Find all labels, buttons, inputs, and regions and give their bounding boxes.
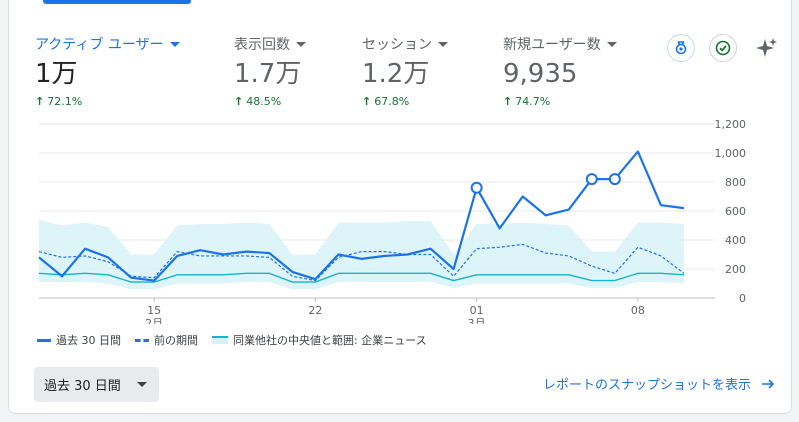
check-circle-icon[interactable] — [709, 34, 737, 62]
legend-swatch-band — [212, 336, 228, 344]
metric-change: ↑ 72.1% — [35, 95, 83, 108]
view-report-label: レポートのスナップショットを表示 — [542, 378, 751, 393]
series-line-current — [38, 150, 685, 282]
chart-legend: 過去 30 日間 前の期間 同業他社の中央値と範囲: 企業ニュース — [37, 332, 427, 348]
period-dropdown[interactable]: 過去 30 日間 — [34, 367, 159, 402]
y-tick-label: 200 — [725, 263, 746, 276]
x-tick-month-label: 2月 — [145, 317, 163, 324]
metric-label: 表示回数 — [234, 34, 306, 54]
y-tick-label: 0 — [739, 292, 746, 305]
chevron-down-icon — [606, 41, 617, 47]
metric-change: ↑ 67.8% — [362, 95, 410, 108]
y-tick-label: 600 — [725, 205, 746, 218]
y-tick-label: 1,000 — [715, 147, 747, 160]
arrow-right-icon — [762, 378, 775, 389]
legend-swatch-dashed — [135, 338, 149, 342]
metric-change: ↑ 48.5% — [234, 95, 282, 108]
metric-views[interactable]: 表示回数 1.7万 ↑ 48.5% — [234, 34, 306, 108]
active-tab-indicator — [43, 0, 191, 4]
legend-item-benchmark[interactable]: 同業他社の中央値と範囲: 企業ニュース — [212, 332, 427, 348]
metric-value: 1.2万 — [362, 59, 430, 89]
legend-item-current[interactable]: 過去 30 日間 — [37, 332, 121, 348]
metric-new-users[interactable]: 新規ユーザー数 9,935 ↑ 74.7% — [503, 34, 617, 108]
metric-sessions[interactable]: セッション 1.2万 ↑ 67.8% — [362, 34, 448, 108]
award-badge-icon[interactable] — [667, 34, 695, 62]
metric-value: 1.7万 — [234, 59, 302, 89]
arrow-up-icon: ↑ — [234, 95, 244, 108]
metric-value: 9,935 — [503, 59, 578, 89]
x-tick-label: 15 — [147, 304, 161, 317]
legend-swatch-solid — [37, 338, 51, 342]
benchmark-median-line — [38, 272, 685, 283]
chevron-down-icon — [136, 382, 147, 387]
metric-label: セッション — [362, 34, 448, 54]
y-tick-label: 1,200 — [715, 118, 747, 131]
period-dropdown-label: 過去 30 日間 — [44, 379, 121, 394]
chevron-down-icon — [296, 41, 306, 47]
x-tick-label: 22 — [308, 304, 322, 317]
view-report-link[interactable]: レポートのスナップショットを表示 — [543, 374, 775, 393]
y-tick-label: 800 — [725, 176, 746, 189]
metric-change: ↑ 74.7% — [503, 95, 551, 108]
overview-card: アクティブ ユーザー 1万 ↑ 72.1% 表示回数 1.7万 ↑ 48.5% セッ… — [8, 0, 792, 414]
x-tick-month-label: 3月 — [468, 317, 486, 324]
metric-label: 新規ユーザー数 — [503, 34, 617, 54]
data-point-marker — [470, 181, 483, 194]
metric-label: アクティブ ユーザー — [35, 34, 180, 54]
sparkle-icon[interactable] — [753, 34, 781, 62]
arrow-up-icon: ↑ — [503, 95, 513, 108]
benchmark-range-band — [39, 219, 684, 290]
data-point-marker — [608, 173, 621, 186]
arrow-up-icon: ↑ — [35, 95, 45, 108]
metric-active-users[interactable]: アクティブ ユーザー 1万 ↑ 72.1% — [35, 34, 180, 108]
data-point-marker — [585, 173, 598, 186]
arrow-up-icon: ↑ — [362, 95, 372, 108]
x-tick-label: 01 — [470, 304, 484, 317]
x-tick-label: 08 — [631, 304, 645, 317]
series-line-previous — [38, 243, 685, 282]
chevron-down-icon — [169, 41, 180, 47]
y-tick-label: 400 — [725, 234, 746, 247]
chevron-down-icon — [438, 41, 448, 47]
legend-item-previous[interactable]: 前の期間 — [135, 332, 198, 348]
metric-value: 1万 — [35, 59, 78, 89]
